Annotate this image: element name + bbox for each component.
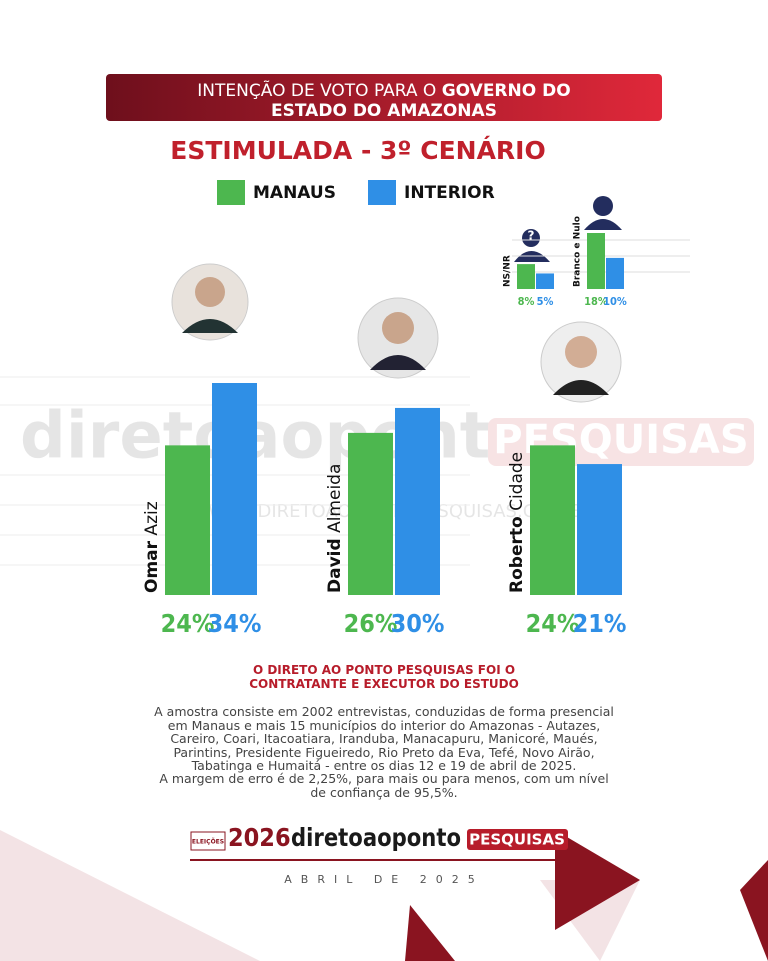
bar: [536, 273, 554, 289]
value-label: 30%: [391, 609, 445, 638]
legend-swatch: [217, 180, 245, 205]
watermark-brand: diretoaoponto: [20, 400, 534, 474]
legend-label: INTERIOR: [404, 183, 495, 203]
header-line-2: ESTADO DO AMAZONAS: [271, 101, 497, 121]
note-title-2: CONTRATANTE E EXECUTOR DO ESTUDO: [249, 677, 519, 691]
footer-tag: PESQUISAS: [469, 831, 565, 849]
category-label: Omar Aziz: [142, 501, 162, 593]
svg-text:?: ?: [528, 229, 535, 243]
bar: [587, 233, 605, 289]
value-label: 34%: [208, 609, 262, 638]
footer-date: ABRIL DE 2025: [284, 873, 484, 886]
subtitle: ESTIMULADA - 3º CENÁRIO: [170, 136, 545, 165]
value-label: 10%: [603, 295, 627, 308]
category-label: NS/NR: [503, 255, 513, 287]
bar: [577, 464, 622, 595]
category-label: Branco e Nulo: [573, 216, 583, 287]
small-icons: ?: [514, 196, 622, 262]
note-title-1: O DIRETO AO PONTO PESQUISAS FOI O: [252, 663, 516, 677]
bar: [395, 407, 440, 595]
footer-brand: diretoaoponto: [291, 823, 461, 852]
value-label: 18%: [584, 295, 608, 308]
bar: [165, 445, 210, 595]
value-label: 24%: [161, 609, 215, 638]
bar: [212, 383, 257, 595]
photos: [171, 263, 622, 403]
bar: [606, 257, 624, 289]
footer-year: 2026: [228, 823, 291, 852]
category-label: Roberto Cidade: [507, 452, 527, 593]
legend-swatch: [368, 180, 396, 205]
note-body-2: A margem de erro é de 2,25%, para mais o…: [159, 771, 609, 800]
category-label: David Almeida: [325, 464, 345, 593]
note-body-1: A amostra consiste em 2002 entrevistas, …: [154, 704, 614, 773]
value-label: 24%: [526, 609, 580, 638]
footer-logo: ELEIÇÕES 2026 diretoaoponto PESQUISAS AB…: [190, 823, 568, 886]
footer-badge: ELEIÇÕES: [192, 839, 224, 846]
decoration: [0, 830, 768, 961]
legend-label: MANAUS: [253, 183, 336, 203]
bar: [517, 264, 535, 289]
header-bar: [106, 74, 662, 121]
value-label: 21%: [573, 609, 627, 638]
bar: [348, 432, 393, 595]
note-title: O DIRETO AO PONTO PESQUISAS FOI O CONTRAT…: [150, 663, 618, 691]
value-label: 26%: [344, 609, 398, 638]
bar: [530, 445, 575, 595]
value-label: 5%: [537, 295, 554, 308]
value-label: 8%: [518, 295, 535, 308]
header-line-1: INTENÇÃO DE VOTO PARA O GOVERNO DO: [197, 79, 570, 101]
